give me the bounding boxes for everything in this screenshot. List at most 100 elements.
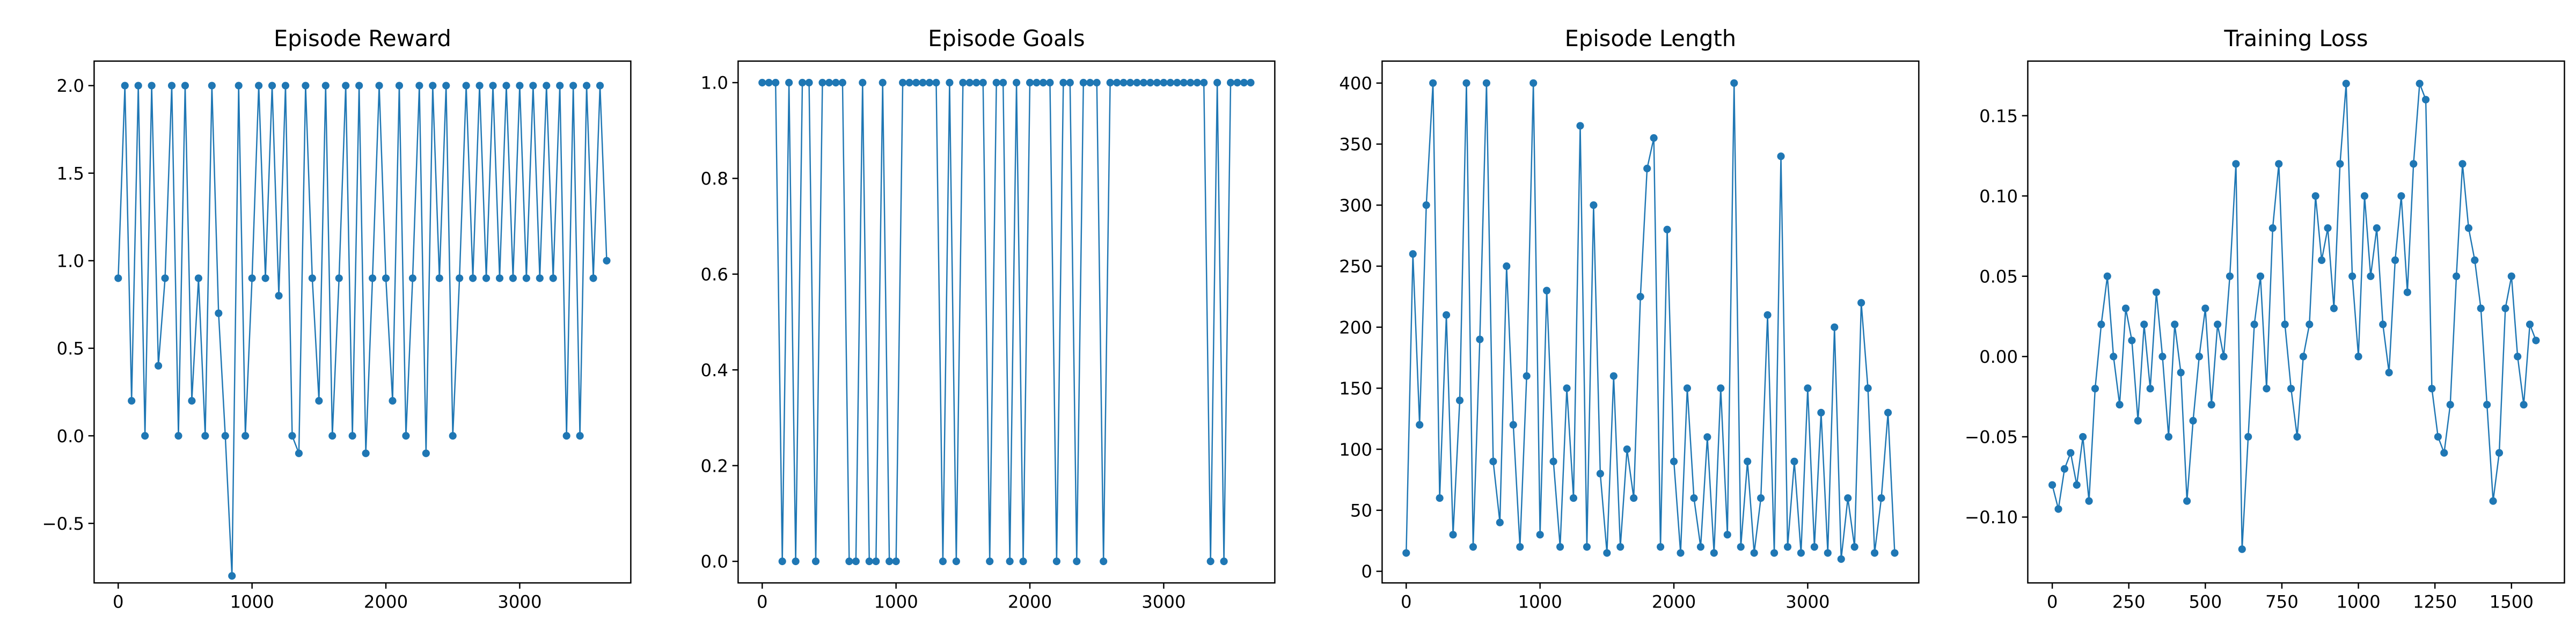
data-point [1200, 78, 1208, 87]
data-point [1810, 543, 1818, 551]
data-point [818, 78, 826, 87]
data-point [1409, 250, 1417, 258]
data-point [1213, 78, 1221, 87]
data-point [248, 274, 256, 282]
axes-frame [2027, 60, 2565, 584]
x-tick-label: 1000 [1518, 591, 1562, 612]
data-point [1247, 78, 1255, 87]
data-point [805, 78, 813, 87]
data-point [1187, 78, 1195, 87]
data-point [1193, 78, 1201, 87]
y-tick-label: 0.8 [701, 169, 728, 189]
data-point [2250, 320, 2258, 328]
data-point [799, 78, 807, 87]
data-point [235, 82, 243, 90]
x-tick-label: 0 [757, 591, 768, 612]
data-point [2275, 160, 2283, 168]
data-point [255, 82, 263, 90]
data-line [118, 85, 608, 576]
data-point [1529, 79, 1538, 87]
data-point [852, 557, 860, 566]
data-point [1086, 78, 1094, 87]
data-point [2226, 272, 2234, 280]
x-tick-label: 1000 [230, 591, 274, 612]
data-point [1402, 549, 1410, 557]
data-point [1877, 494, 1885, 502]
data-point [772, 78, 780, 87]
data-point [469, 274, 477, 282]
data-point [1864, 384, 1872, 392]
data-point [1180, 78, 1188, 87]
data-point [1503, 262, 1511, 270]
data-point [1797, 549, 1805, 557]
data-point [201, 432, 209, 440]
data-point [892, 557, 900, 566]
x-tick-label: 3000 [1785, 591, 1829, 612]
data-point [925, 78, 934, 87]
data-point [2238, 545, 2246, 553]
data-point [2287, 385, 2295, 393]
data-point [408, 274, 416, 282]
data-point [482, 274, 491, 282]
axes-frame [737, 60, 1276, 584]
data-point [2293, 433, 2301, 441]
subplot-title: Training Loss [2223, 25, 2368, 52]
data-point [1630, 494, 1638, 502]
data-point [1710, 549, 1718, 557]
data-point [1240, 78, 1248, 87]
data-point [1133, 78, 1141, 87]
data-point [2158, 353, 2167, 361]
data-point [1590, 201, 1598, 209]
data-point [1723, 531, 1731, 539]
data-point [1690, 494, 1698, 502]
data-point [529, 82, 537, 90]
data-point [785, 78, 793, 87]
x-tick-label: 0 [1401, 591, 1412, 612]
data-point [1783, 543, 1792, 551]
data-point [2318, 256, 2326, 264]
data-point [1220, 557, 1228, 566]
data-point [1763, 311, 1772, 319]
data-point [992, 78, 1000, 87]
data-point [792, 557, 800, 566]
data-point [2477, 304, 2485, 312]
data-point [562, 432, 570, 440]
data-point [2360, 192, 2369, 200]
data-point [2458, 160, 2467, 168]
data-point [1066, 78, 1074, 87]
x-tick-label: 750 [2265, 591, 2299, 612]
data-point [1019, 557, 1027, 566]
data-point [1462, 79, 1470, 87]
data-point [261, 274, 269, 282]
data-point [389, 397, 397, 405]
data-point [1516, 543, 1524, 551]
data-point [2410, 160, 2418, 168]
data-point [335, 274, 343, 282]
data-point [141, 432, 149, 440]
data-point [1100, 557, 1108, 566]
data-point [449, 432, 457, 440]
data-point [1770, 549, 1779, 557]
subplot-title: Episode Length [1565, 25, 1736, 52]
data-point [1026, 78, 1034, 87]
data-point [1824, 549, 1832, 557]
x-tick-label: 1000 [2336, 591, 2380, 612]
data-point [522, 274, 530, 282]
data-point [778, 557, 786, 566]
data-point [1119, 78, 1128, 87]
data-point [1670, 457, 1678, 465]
subplot: Episode Length 0 1000 2000 3000 0 50 100 150 200 2… [1339, 25, 1920, 612]
data-point [456, 274, 464, 282]
data-point [972, 78, 980, 87]
data-point [2244, 433, 2252, 441]
data-point [2256, 272, 2265, 280]
data-point [1079, 78, 1087, 87]
y-tick-label: 0.6 [701, 264, 728, 284]
x-tick-label: 3000 [497, 591, 541, 612]
data-point [1563, 384, 1571, 392]
data-point [2085, 497, 2093, 505]
data-point [2324, 224, 2332, 232]
y-tick-label: 2.0 [57, 76, 84, 96]
data-point [1850, 543, 1858, 551]
